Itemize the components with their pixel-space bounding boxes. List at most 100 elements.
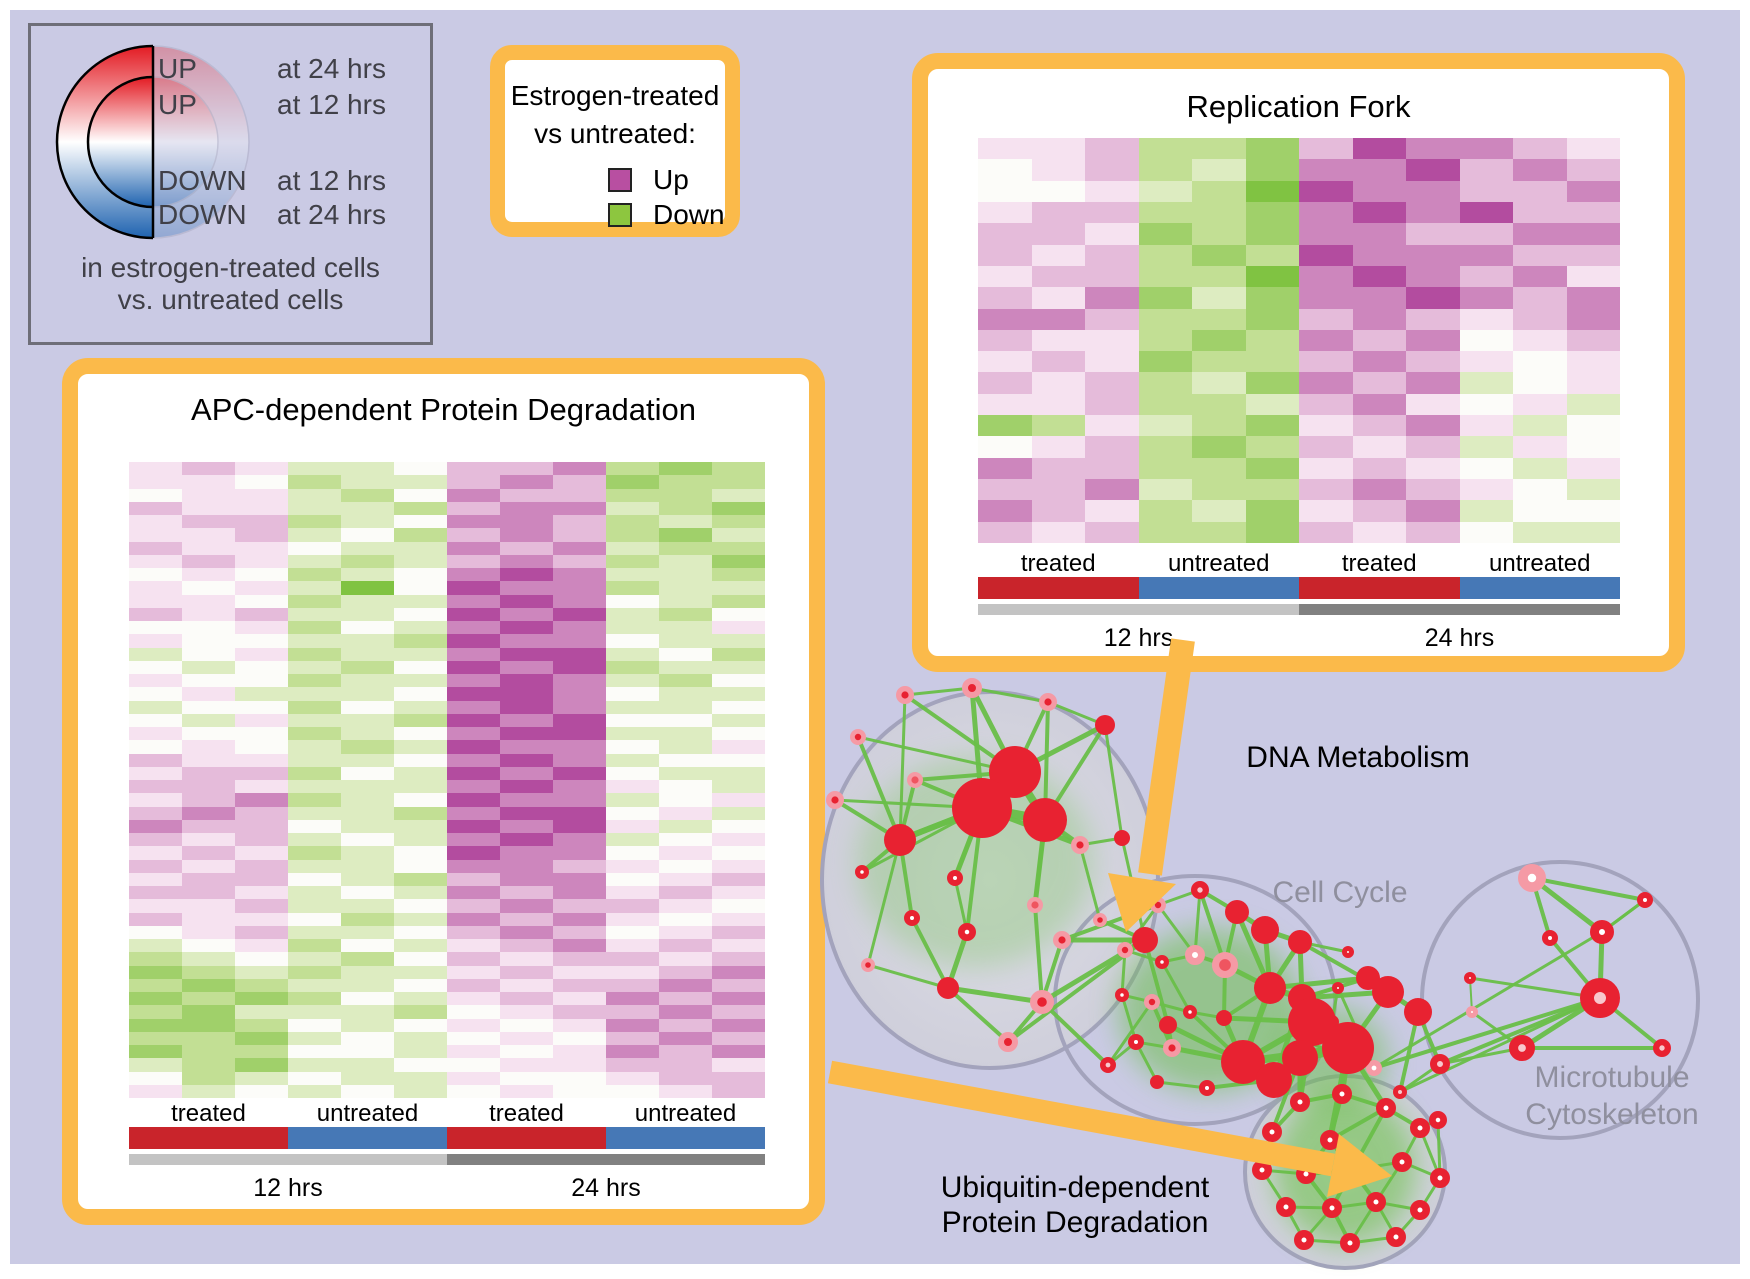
heatmap-cell (1459, 479, 1513, 501)
heatmap-cell (978, 223, 1032, 245)
heatmap-cell (553, 846, 606, 860)
heatmap-cell (129, 1084, 182, 1098)
heatmap-cell (288, 872, 341, 886)
heatmap-cell (553, 568, 606, 582)
heatmap-cell (235, 806, 288, 820)
heatmap-cell (182, 647, 235, 661)
legend-down-24-time: at 24 hrs (277, 199, 386, 230)
heatmap-cell (394, 1045, 447, 1059)
heatmap-cell (235, 793, 288, 807)
heatmap-cell (1192, 180, 1246, 202)
heatmap-cell (1299, 521, 1353, 543)
heatmap-cell (182, 846, 235, 860)
condition-bar (606, 1127, 765, 1149)
heatmap-cell (129, 846, 182, 860)
heatmap-cell (500, 501, 553, 515)
heatmap-cell (500, 872, 553, 886)
heatmap-cell (978, 415, 1032, 437)
heatmap-cell (1566, 308, 1620, 330)
heatmap-cell (129, 899, 182, 913)
heatmap-cell (500, 952, 553, 966)
heatmap-cell (1085, 372, 1139, 394)
heatmap-cell (712, 859, 765, 873)
heatmap-cell (394, 965, 447, 979)
heatmap-cell (1192, 159, 1246, 181)
heatmap-cell (341, 687, 394, 701)
heatmap-cell (659, 647, 712, 661)
heatmap-cell (394, 554, 447, 568)
heatmap-cell (1406, 287, 1460, 309)
heatmap-cell (129, 528, 182, 542)
heatmap-cell (500, 753, 553, 767)
heatmap-cell (1352, 265, 1406, 288)
heatmap-cell (553, 886, 606, 900)
heatmap-cell (288, 581, 341, 595)
heatmap-cell (447, 939, 500, 953)
heatmap-cell (606, 1031, 659, 1045)
heatmap-cell (1085, 180, 1139, 202)
heatmap-cell (659, 607, 712, 621)
heatmap-cell (659, 912, 712, 926)
heatmap-cell (182, 1045, 235, 1059)
heatmap-cell (288, 806, 341, 820)
heatmap-cell (1085, 351, 1139, 373)
heatmap-cell (500, 1031, 553, 1045)
heatmap-cell (606, 660, 659, 674)
heatmap-cell (712, 488, 765, 502)
heatmap-cell (394, 515, 447, 529)
heatmap-cell (500, 740, 553, 754)
heatmap-cell (606, 674, 659, 688)
heatmap-cell (553, 621, 606, 635)
heatmap-cell (1566, 521, 1620, 543)
heatmap-cell (288, 899, 341, 913)
heatmap-cell (606, 886, 659, 900)
heatmap-cell (1513, 351, 1567, 373)
heatmap-cell (606, 687, 659, 701)
heatmap-cell (1192, 457, 1246, 480)
heatmap-cell (288, 740, 341, 754)
heatmap-cell (1406, 138, 1460, 160)
heatmap-cell (235, 713, 288, 727)
heatmap-cell (1245, 436, 1299, 458)
heatmap-cell (288, 475, 341, 489)
heatmap-cell (129, 488, 182, 502)
heatmap-cell (712, 899, 765, 913)
heatmap-cell (500, 833, 553, 847)
heatmap-cell (182, 872, 235, 886)
heatmap-cell (978, 351, 1032, 373)
heatmap-cell (129, 806, 182, 820)
heatmap-cell (235, 1084, 288, 1098)
heatmap-cell (1031, 436, 1085, 458)
heatmap-cell (712, 554, 765, 568)
heatmap-cell (500, 554, 553, 568)
heatmap-cell (394, 753, 447, 767)
heatmap-cell (1566, 479, 1620, 501)
heatmap-cell (606, 740, 659, 754)
heatmap-cell (553, 462, 606, 476)
heatmap-cell (447, 886, 500, 900)
heatmap-cell (553, 727, 606, 741)
heatmap-cell (447, 925, 500, 939)
heatmap-cell (129, 621, 182, 635)
heatmap-cell (341, 833, 394, 847)
heatmap-cell (712, 541, 765, 555)
heatmap-cell (394, 727, 447, 741)
rf-condition-bars (978, 577, 1620, 599)
heatmap-cell (129, 833, 182, 847)
heatmap-cell (182, 674, 235, 688)
heatmap-cell (341, 501, 394, 515)
heatmap-cell (1459, 180, 1513, 202)
heatmap-cell (500, 475, 553, 489)
heatmap-cell (1513, 201, 1567, 224)
heatmap-cell (606, 501, 659, 515)
heatmap-cell (712, 727, 765, 741)
heatmap-cell (1245, 287, 1299, 309)
heatmap-cell (1031, 223, 1085, 245)
heatmap-cell (553, 607, 606, 621)
heatmap-cell (288, 501, 341, 515)
heatmap-cell (288, 713, 341, 727)
heatmap-cell (288, 462, 341, 476)
heatmap-cell (129, 554, 182, 568)
heatmap-cell (394, 581, 447, 595)
heatmap-cell (394, 1018, 447, 1032)
